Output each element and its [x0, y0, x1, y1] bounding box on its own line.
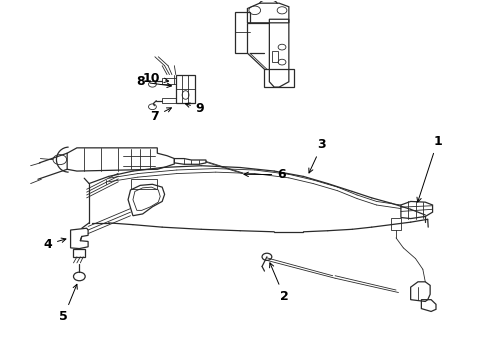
Bar [272, 51, 278, 62]
Text: 7: 7 [150, 108, 172, 123]
Text: 4: 4 [43, 238, 66, 251]
Bar [130, 179, 157, 189]
Text: 8: 8 [136, 75, 172, 88]
Text: 1: 1 [417, 135, 442, 202]
Text: 5: 5 [59, 284, 77, 323]
Bar [176, 75, 196, 103]
Text: 10: 10 [143, 72, 169, 85]
Text: 9: 9 [185, 102, 204, 115]
Text: 3: 3 [309, 139, 326, 173]
Text: 6: 6 [244, 168, 286, 181]
Text: 2: 2 [270, 263, 288, 303]
